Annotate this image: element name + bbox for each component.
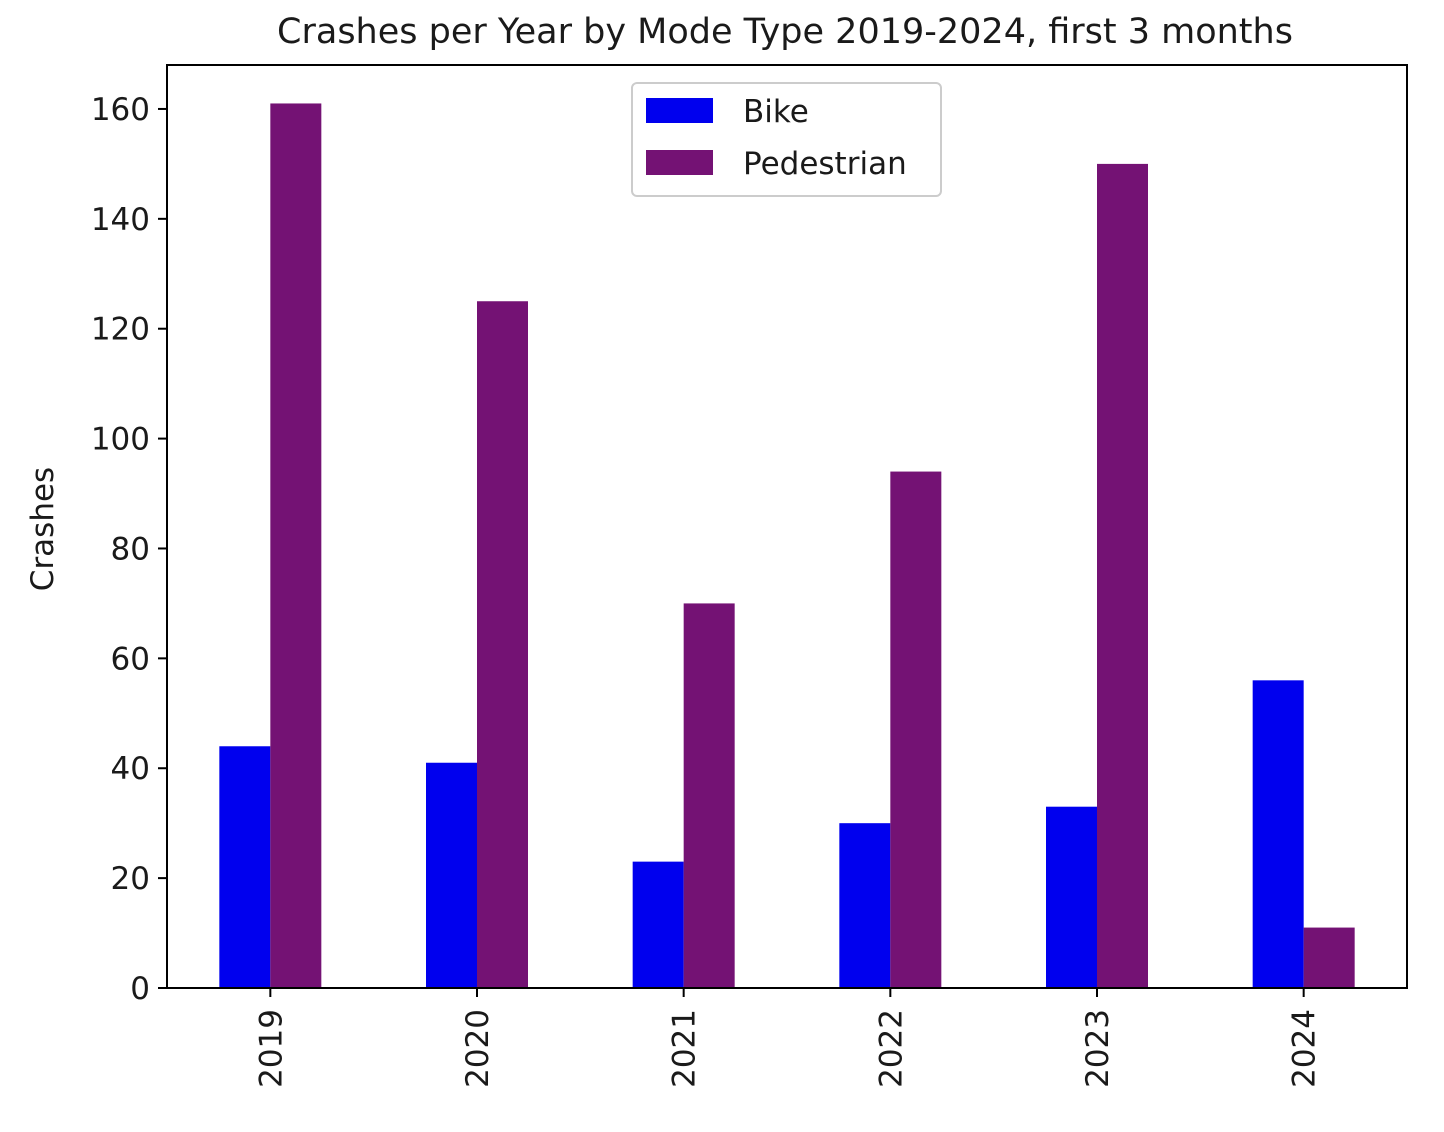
x-tick-label: 2021	[667, 1009, 703, 1088]
x-tick-label: 2020	[460, 1009, 496, 1088]
y-tick-label: 20	[111, 861, 150, 897]
bar-bike-2022	[839, 823, 891, 988]
y-tick-label: 80	[111, 531, 150, 567]
y-tick-label: 60	[111, 641, 150, 677]
bar-pedestrian-2020	[477, 301, 528, 988]
bar-pedestrian-2021	[683, 603, 735, 988]
y-tick-label: 0	[130, 971, 150, 1007]
legend-label-pedestrian: Pedestrian	[743, 146, 907, 182]
bar-pedestrian-2023	[1097, 163, 1148, 988]
legend-swatch-pedestrian	[646, 150, 713, 175]
legend-label-bike: Bike	[743, 94, 809, 130]
axis-ticks: 2019 2020 2021 2022 2023 2024 0 20 40 60 80 100 120 1…	[91, 92, 1323, 1088]
y-axis-label: Crashes	[25, 467, 61, 591]
y-tick-label: 140	[91, 202, 150, 238]
plot-frame	[166, 64, 1408, 989]
y-tick-label: 160	[91, 92, 150, 128]
bar-pedestrian-2024	[1303, 927, 1355, 988]
bar-bike-2019	[219, 746, 271, 988]
bar-bike-2020	[426, 762, 477, 988]
y-tick-label: 120	[91, 312, 150, 348]
bar-bike-2021	[632, 861, 684, 988]
y-tick-label: 40	[111, 751, 150, 787]
bar-bike-2023	[1046, 806, 1097, 988]
x-tick-label: 2019	[253, 1009, 289, 1088]
x-tick-label: 2024	[1287, 1009, 1323, 1088]
bar-bike-2024	[1252, 680, 1304, 988]
bar-pedestrian-2019	[270, 103, 322, 988]
y-tick-label: 100	[91, 422, 150, 458]
bars-layer	[219, 103, 1355, 988]
x-tick-label: 2022	[873, 1009, 909, 1088]
legend: Bike Pedestrian	[631, 82, 942, 197]
x-tick-label: 2023	[1080, 1009, 1116, 1088]
bar-pedestrian-2022	[890, 471, 942, 988]
chart-title: Crashes per Year by Mode Type 2019-2024,…	[277, 12, 1293, 52]
legend-swatch-bike	[646, 98, 713, 123]
